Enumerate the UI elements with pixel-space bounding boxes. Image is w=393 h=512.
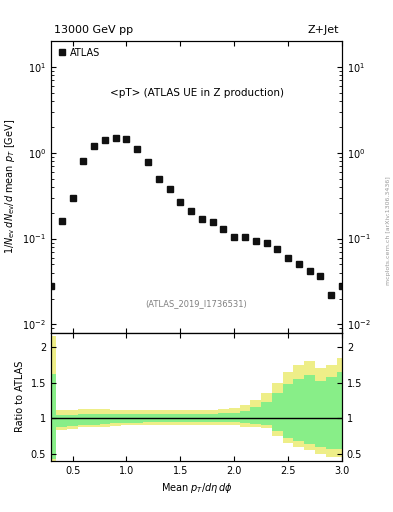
ATLAS bbox=[81, 158, 86, 164]
Text: Z+Jet: Z+Jet bbox=[307, 25, 339, 35]
ATLAS bbox=[296, 261, 301, 267]
Text: (ATLAS_2019_I1736531): (ATLAS_2019_I1736531) bbox=[146, 299, 247, 308]
ATLAS bbox=[135, 146, 140, 152]
ATLAS bbox=[156, 176, 161, 182]
ATLAS bbox=[210, 219, 215, 225]
Legend: ATLAS: ATLAS bbox=[56, 46, 102, 60]
ATLAS bbox=[59, 218, 64, 224]
Text: mcplots.cern.ch [arXiv:1306.3436]: mcplots.cern.ch [arXiv:1306.3436] bbox=[386, 176, 391, 285]
ATLAS bbox=[286, 254, 290, 261]
ATLAS bbox=[146, 159, 151, 165]
ATLAS bbox=[70, 195, 75, 201]
ATLAS bbox=[318, 272, 323, 279]
ATLAS bbox=[264, 240, 269, 246]
ATLAS bbox=[103, 137, 107, 143]
ATLAS bbox=[167, 186, 172, 192]
Y-axis label: Ratio to ATLAS: Ratio to ATLAS bbox=[15, 361, 25, 433]
X-axis label: Mean $p_T/d\eta\, d\phi$: Mean $p_T/d\eta\, d\phi$ bbox=[161, 481, 232, 495]
ATLAS bbox=[275, 246, 280, 252]
ATLAS bbox=[113, 135, 118, 141]
ATLAS bbox=[307, 268, 312, 274]
Text: <pT> (ATLAS UE in Z production): <pT> (ATLAS UE in Z production) bbox=[110, 89, 283, 98]
ATLAS bbox=[124, 136, 129, 142]
ATLAS bbox=[49, 283, 53, 289]
Text: 13000 GeV pp: 13000 GeV pp bbox=[54, 25, 133, 35]
Y-axis label: $1/N_{\rm ev}\, dN_{\rm ev}/d$ mean $p_T$ [GeV]: $1/N_{\rm ev}\, dN_{\rm ev}/d$ mean $p_T… bbox=[3, 119, 17, 254]
ATLAS bbox=[189, 208, 193, 214]
ATLAS bbox=[221, 226, 226, 232]
Line: ATLAS: ATLAS bbox=[48, 134, 345, 298]
ATLAS bbox=[200, 216, 204, 222]
ATLAS bbox=[340, 283, 344, 289]
ATLAS bbox=[253, 238, 258, 244]
ATLAS bbox=[178, 199, 183, 205]
ATLAS bbox=[92, 143, 97, 149]
ATLAS bbox=[242, 233, 247, 240]
ATLAS bbox=[329, 292, 334, 298]
ATLAS bbox=[232, 233, 237, 240]
